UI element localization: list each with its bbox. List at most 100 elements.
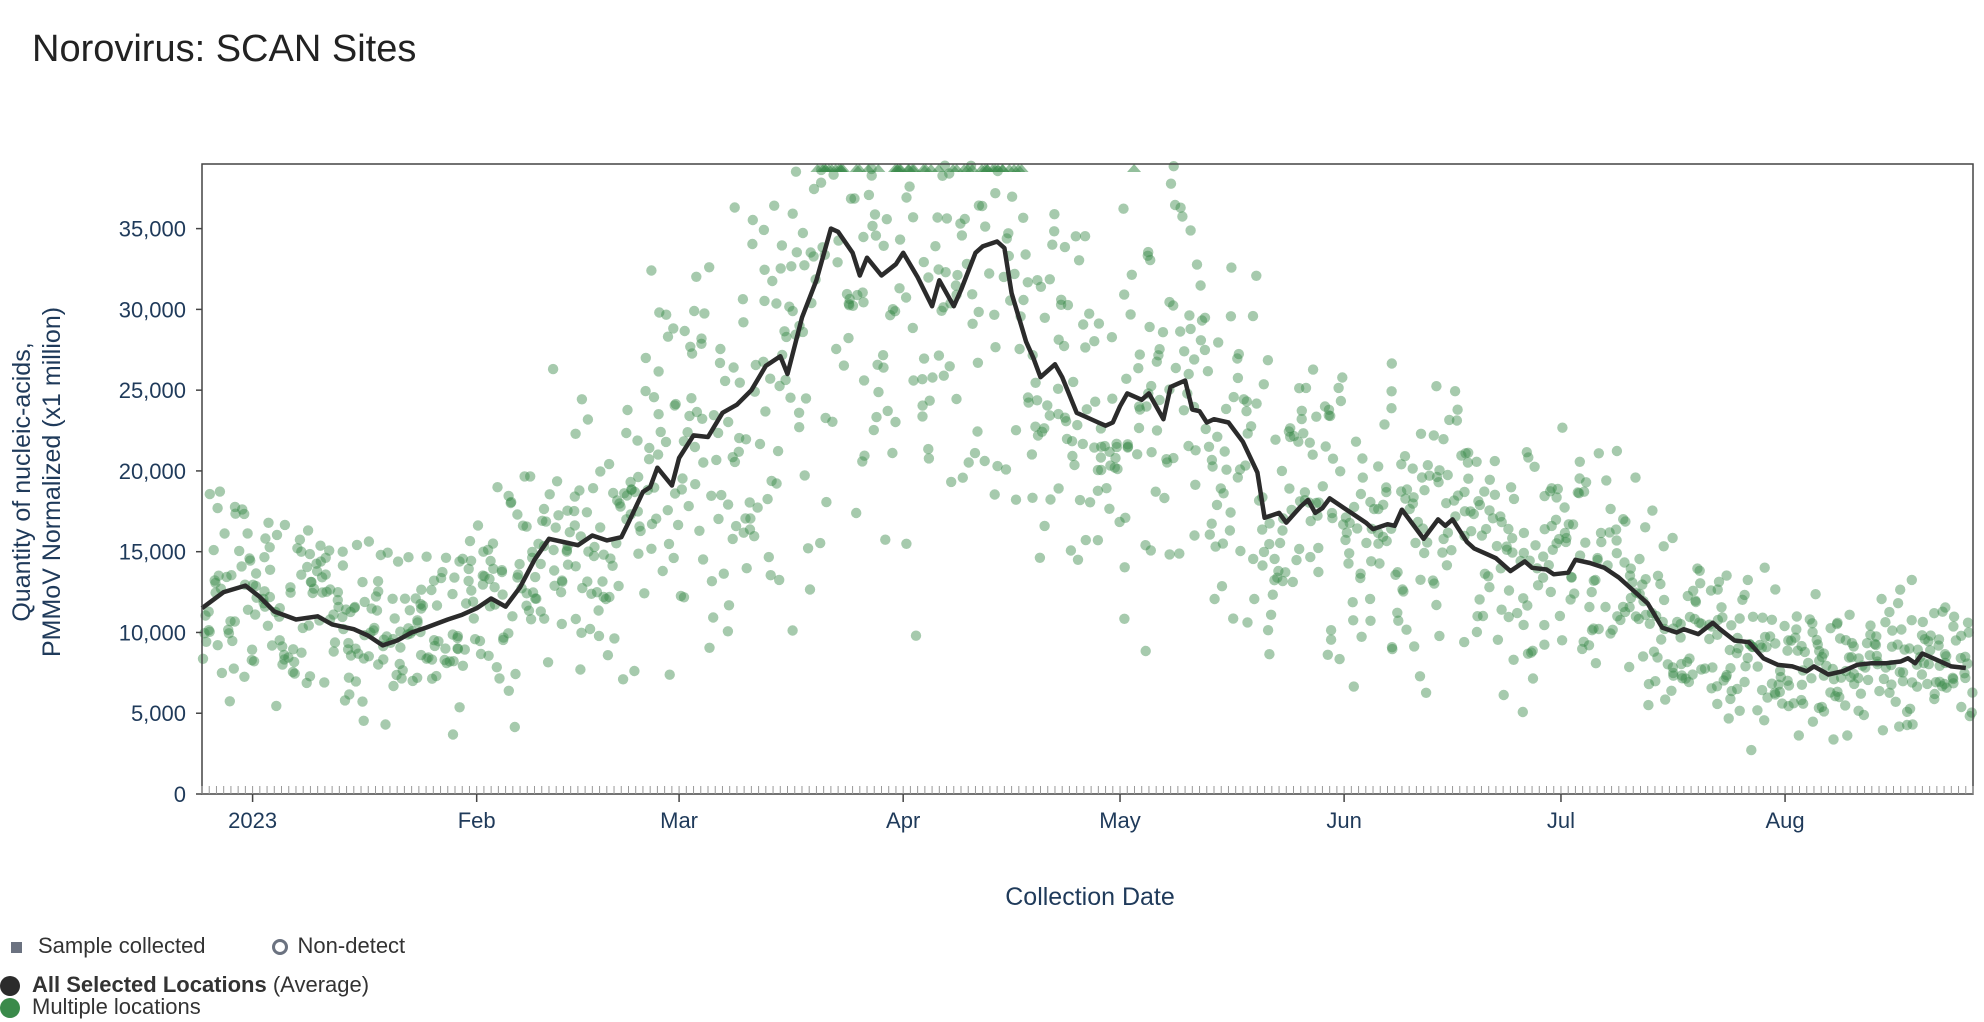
sample-point[interactable] xyxy=(791,247,802,258)
sample-point[interactable] xyxy=(394,658,405,670)
sample-point[interactable] xyxy=(583,546,594,557)
sample-point[interactable] xyxy=(799,470,810,481)
sample-point[interactable] xyxy=(382,547,393,558)
sample-point[interactable] xyxy=(426,673,438,684)
sample-point[interactable] xyxy=(598,591,609,603)
sample-point[interactable] xyxy=(760,406,771,417)
sample-point[interactable] xyxy=(1894,721,1905,732)
overflow-marker[interactable] xyxy=(890,164,905,172)
sample-point[interactable] xyxy=(507,611,518,622)
sample-point[interactable] xyxy=(1904,703,1916,714)
sample-point[interactable] xyxy=(1089,336,1100,347)
sample-point[interactable] xyxy=(1307,449,1318,460)
sample-point[interactable] xyxy=(1072,419,1083,431)
sample-point[interactable] xyxy=(722,626,734,637)
sample-point[interactable] xyxy=(1917,616,1929,628)
sample-point[interactable] xyxy=(597,576,608,587)
sample-point[interactable] xyxy=(503,685,514,696)
sample-point[interactable] xyxy=(1452,490,1464,501)
sample-point[interactable] xyxy=(1093,318,1105,329)
sample-point[interactable] xyxy=(221,571,232,583)
sample-point[interactable] xyxy=(1427,575,1439,586)
sample-point[interactable] xyxy=(1811,634,1822,646)
sample-point[interactable] xyxy=(1143,246,1154,258)
sample-point[interactable] xyxy=(1424,470,1435,481)
sample-point[interactable] xyxy=(771,298,782,309)
sample-point[interactable] xyxy=(1379,419,1390,430)
sample-point[interactable] xyxy=(950,280,962,291)
sample-point[interactable] xyxy=(632,435,643,446)
sample-point[interactable] xyxy=(887,447,898,459)
sample-point[interactable] xyxy=(1072,554,1084,565)
sample-point[interactable] xyxy=(1212,431,1223,442)
sample-point[interactable] xyxy=(1357,472,1369,483)
sample-point[interactable] xyxy=(900,292,912,303)
sample-point[interactable] xyxy=(1799,646,1811,658)
sample-point[interactable] xyxy=(1532,580,1544,591)
sample-point[interactable] xyxy=(1327,453,1339,464)
sample-point[interactable] xyxy=(343,637,354,649)
sample-point[interactable] xyxy=(858,297,869,308)
sample-point[interactable] xyxy=(1615,614,1626,626)
sample-point[interactable] xyxy=(1832,686,1843,697)
sample-point[interactable] xyxy=(1235,545,1246,557)
sample-point[interactable] xyxy=(652,449,664,460)
sample-point[interactable] xyxy=(472,520,484,531)
sample-point[interactable] xyxy=(1956,701,1967,713)
sample-point[interactable] xyxy=(1177,211,1188,222)
sample-point[interactable] xyxy=(230,508,241,519)
sample-point[interactable] xyxy=(1225,311,1237,322)
sample-point[interactable] xyxy=(242,528,253,539)
sample-point[interactable] xyxy=(304,671,316,682)
sample-point[interactable] xyxy=(639,588,650,599)
sample-point[interactable] xyxy=(1630,472,1641,483)
sample-point[interactable] xyxy=(938,370,949,381)
sample-point[interactable] xyxy=(635,525,646,537)
sample-point[interactable] xyxy=(1517,706,1529,718)
sample-point[interactable] xyxy=(228,663,239,674)
sample-point[interactable] xyxy=(1718,675,1729,686)
sample-point[interactable] xyxy=(1311,411,1322,422)
sample-point[interactable] xyxy=(1174,548,1185,559)
sample-point[interactable] xyxy=(808,183,820,195)
sample-point[interactable] xyxy=(1721,570,1732,581)
sample-point[interactable] xyxy=(1752,705,1763,716)
sample-point[interactable] xyxy=(535,558,546,570)
sample-point[interactable] xyxy=(1010,494,1022,505)
sample-point[interactable] xyxy=(294,534,306,545)
sample-point[interactable] xyxy=(1448,495,1460,506)
sample-point[interactable] xyxy=(333,601,344,613)
sample-point[interactable] xyxy=(1355,568,1366,579)
sample-point[interactable] xyxy=(734,377,745,388)
sample-point[interactable] xyxy=(1892,598,1904,609)
sample-point[interactable] xyxy=(1390,569,1401,580)
sample-point[interactable] xyxy=(1269,575,1280,586)
sample-point[interactable] xyxy=(858,375,870,386)
sample-point[interactable] xyxy=(1307,364,1319,375)
sample-point[interactable] xyxy=(1317,481,1329,492)
sample-point[interactable] xyxy=(1586,586,1597,598)
sample-point[interactable] xyxy=(1337,372,1348,383)
sample-point[interactable] xyxy=(1816,651,1828,663)
sample-point[interactable] xyxy=(1444,414,1455,426)
sample-point[interactable] xyxy=(763,551,774,563)
sample-point[interactable] xyxy=(581,507,593,518)
sample-point[interactable] xyxy=(1109,462,1121,473)
sample-point[interactable] xyxy=(1501,541,1512,552)
sample-point[interactable] xyxy=(319,677,330,688)
sample-point[interactable] xyxy=(512,509,523,520)
sample-point[interactable] xyxy=(1441,498,1452,509)
sample-point[interactable] xyxy=(1305,515,1316,527)
sample-point[interactable] xyxy=(1690,595,1701,606)
sample-point[interactable] xyxy=(339,695,351,706)
sample-point[interactable] xyxy=(464,535,476,547)
sample-point[interactable] xyxy=(1338,519,1349,530)
sample-point[interactable] xyxy=(1925,630,1936,641)
sample-point[interactable] xyxy=(1122,441,1134,452)
sample-point[interactable] xyxy=(1264,538,1275,550)
sample-point[interactable] xyxy=(1696,664,1707,675)
sample-point[interactable] xyxy=(1695,578,1706,589)
legend-average[interactable]: All Selected Locations (Average) xyxy=(0,972,369,998)
sample-point[interactable] xyxy=(1344,517,1355,529)
sample-point[interactable] xyxy=(992,460,1003,472)
